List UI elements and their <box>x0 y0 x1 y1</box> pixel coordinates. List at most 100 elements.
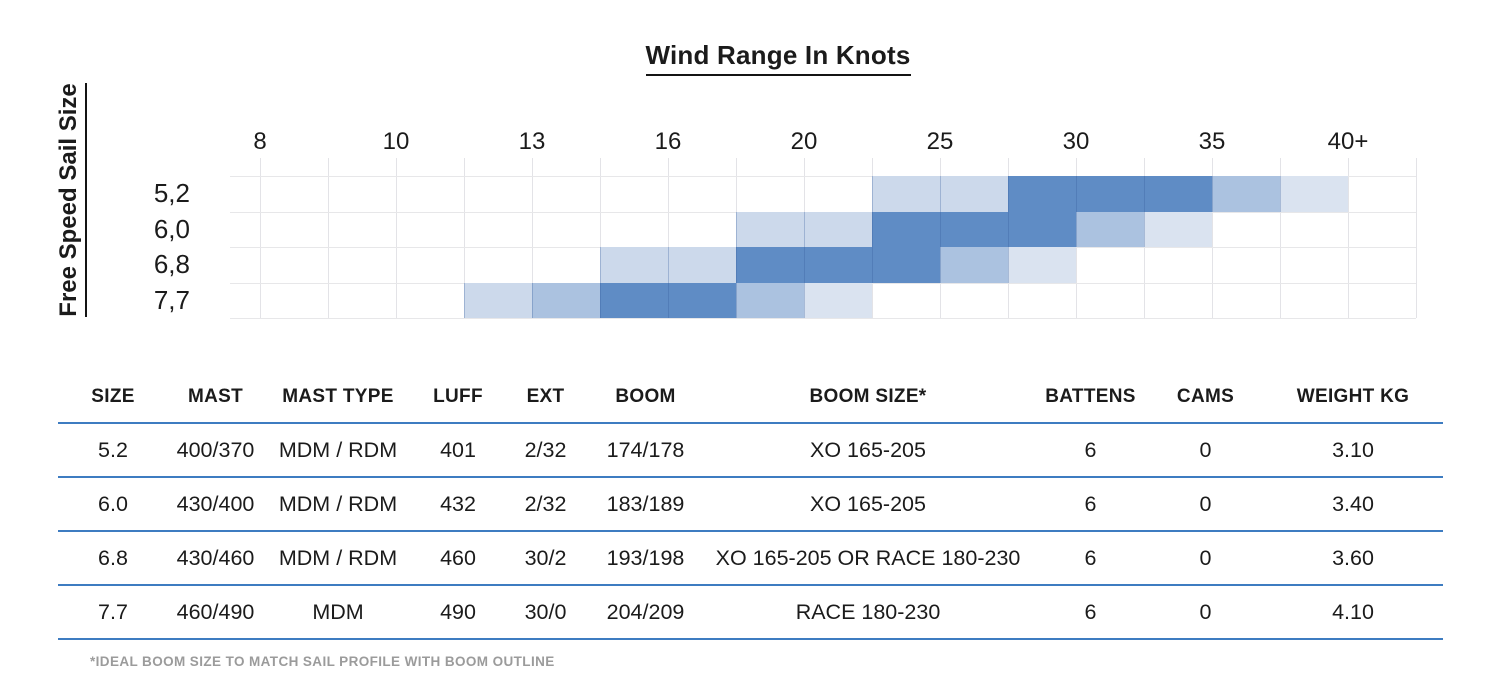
spec-table-header-cell: LUFF <box>433 386 483 407</box>
spec-table-header-cell: BATTENS <box>1045 386 1136 407</box>
spec-table-cell: 460/490 <box>176 599 255 624</box>
heatmap-cell-l <box>600 247 668 283</box>
heatmap-cell-empty <box>1348 247 1416 283</box>
spec-table-cell: XO 165-205 <box>810 491 926 516</box>
heatmap-cell-empty <box>1348 212 1416 248</box>
sail-size-axis-label-text: Free Speed Sail Size <box>55 83 87 317</box>
wind-axis-tick: 20 <box>790 128 818 155</box>
heatmap-cell-empty <box>1348 176 1416 212</box>
wind-axis-tick: 30 <box>1062 128 1090 155</box>
spec-table-cell: 183/189 <box>606 491 685 516</box>
heatmap-row <box>230 282 1416 319</box>
heatmap-cell-empty <box>328 247 396 283</box>
spec-table-cell: 0 <box>1199 437 1212 462</box>
spec-table-header-cell: MAST TYPE <box>282 386 394 407</box>
spec-table-cell: 174/178 <box>606 437 685 462</box>
spec-table-cell: 430/460 <box>176 545 255 570</box>
spec-table-header-cell: SIZE <box>91 386 135 407</box>
heatmap-cell-empty <box>1280 212 1348 248</box>
heatmap-cell-empty <box>1008 283 1076 319</box>
spec-table-cell: 2/32 <box>524 491 567 516</box>
wind-axis-tick: 35 <box>1198 128 1226 155</box>
heatmap-cell-d <box>1076 176 1144 212</box>
spec-table-cell: 7.7 <box>98 599 128 624</box>
heatmap-row <box>230 211 1416 248</box>
spec-table-cell: 2/32 <box>524 437 567 462</box>
heatmap-cell-d <box>1008 211 1076 247</box>
spec-table-cell: MDM / RDM <box>278 437 398 462</box>
spec-table-cell: 490 <box>440 599 476 624</box>
heatmap-cell-empty <box>1280 283 1348 319</box>
heatmap-cell-empty <box>260 247 328 283</box>
heatmap-cell-empty <box>396 176 464 212</box>
heatmap-cell-empty <box>260 176 328 212</box>
spec-table-cell: 3.10 <box>1332 437 1374 462</box>
heatmap-cell-f <box>1008 247 1076 283</box>
heatmap-cell-d <box>736 247 804 283</box>
gridline-vertical <box>1416 158 1417 318</box>
heatmap-cell-empty <box>396 212 464 248</box>
spec-table-cell: 401 <box>440 437 476 462</box>
sail-size-row-label: 6,0 <box>153 213 190 244</box>
spec-table-cell: 400/370 <box>176 437 255 462</box>
spec-table-cell: 193/198 <box>606 545 685 570</box>
heatmap-cell-d <box>1144 176 1212 212</box>
sail-size-axis-label: Free Speed Sail Size <box>55 75 87 325</box>
wind-axis-tick: 25 <box>926 128 954 155</box>
spec-table-cell: 0 <box>1199 545 1212 570</box>
heatmap-cell-m <box>1212 176 1280 212</box>
spec-table-cell: 0 <box>1199 599 1212 624</box>
heatmap-row <box>230 247 1416 283</box>
heatmap-cell-empty <box>260 212 328 248</box>
spec-table-cell: 30/2 <box>524 545 567 570</box>
sail-size-row-label: 6,8 <box>153 249 190 279</box>
heatmap-cell-l <box>464 282 532 318</box>
heatmap-cell-f <box>1144 211 1212 247</box>
spec-table-cell: 0 <box>1199 491 1212 516</box>
gridline-horizontal <box>230 176 1416 177</box>
heatmap-cell-d <box>872 247 940 283</box>
heatmap-cell-empty <box>1076 247 1144 283</box>
spec-table-row: 6.8 430/460 MDM / RDM 460 30/2 193/198 XO 165-… <box>58 532 1443 586</box>
heatmap-cell-empty <box>230 176 260 212</box>
gridline-vertical <box>600 158 601 318</box>
heatmap-cell-l <box>668 247 736 283</box>
heatmap-cell-empty <box>464 212 532 248</box>
heatmap-cell-empty <box>1076 283 1144 319</box>
heatmap-cell-d <box>804 247 872 283</box>
heatmap-cell-empty <box>464 176 532 212</box>
heatmap-cell-empty <box>668 176 736 212</box>
spec-table-cell: RACE 180-230 <box>795 599 941 624</box>
heatmap-cell-empty <box>532 247 600 283</box>
heatmap-cell-d <box>940 211 1008 247</box>
spec-table-cell: MDM / RDM <box>278 491 398 516</box>
heatmap-cell-m <box>736 282 804 318</box>
gridline-vertical <box>328 158 329 318</box>
spec-table-cell: 3.40 <box>1332 491 1374 516</box>
spec-table-cell: 6 <box>1084 545 1097 570</box>
chart-title-text: Wind Range In Knots <box>645 40 911 76</box>
gridline-vertical <box>260 158 261 318</box>
spec-table-cell: 6 <box>1084 491 1097 516</box>
heatmap-cell-f <box>1280 176 1348 212</box>
wind-axis-tick: 40+ <box>1327 128 1369 155</box>
heatmap-cell-empty <box>260 283 328 319</box>
sail-size-row-label: 5,2 <box>153 178 190 208</box>
gridline-vertical <box>532 158 533 318</box>
gridline-vertical <box>1212 158 1213 318</box>
heatmap-cell-empty <box>464 247 532 283</box>
heatmap-cell-empty <box>1212 283 1280 319</box>
spec-table-header-cell: BOOM SIZE* <box>809 386 927 407</box>
heatmap-cell-empty <box>328 212 396 248</box>
spec-table-cell: 6 <box>1084 437 1097 462</box>
spec-table-row: 7.7 460/490 MDM 490 30/0 204/209 RACE 180-230 6… <box>58 586 1443 640</box>
spec-table-cell: 30/0 <box>524 599 567 624</box>
heatmap-cell-empty <box>872 283 940 319</box>
spec-table-body: 5.2 400/370 MDM / RDM 401 2/32 174/178 XO 165-… <box>58 424 1443 640</box>
spec-table-cell: MDM <box>312 599 364 624</box>
spec-table-cell: 4.10 <box>1332 599 1374 624</box>
spec-table-cell: 204/209 <box>606 599 685 624</box>
heatmap-cell-empty <box>230 212 260 248</box>
heatmap-cell-m <box>940 247 1008 283</box>
